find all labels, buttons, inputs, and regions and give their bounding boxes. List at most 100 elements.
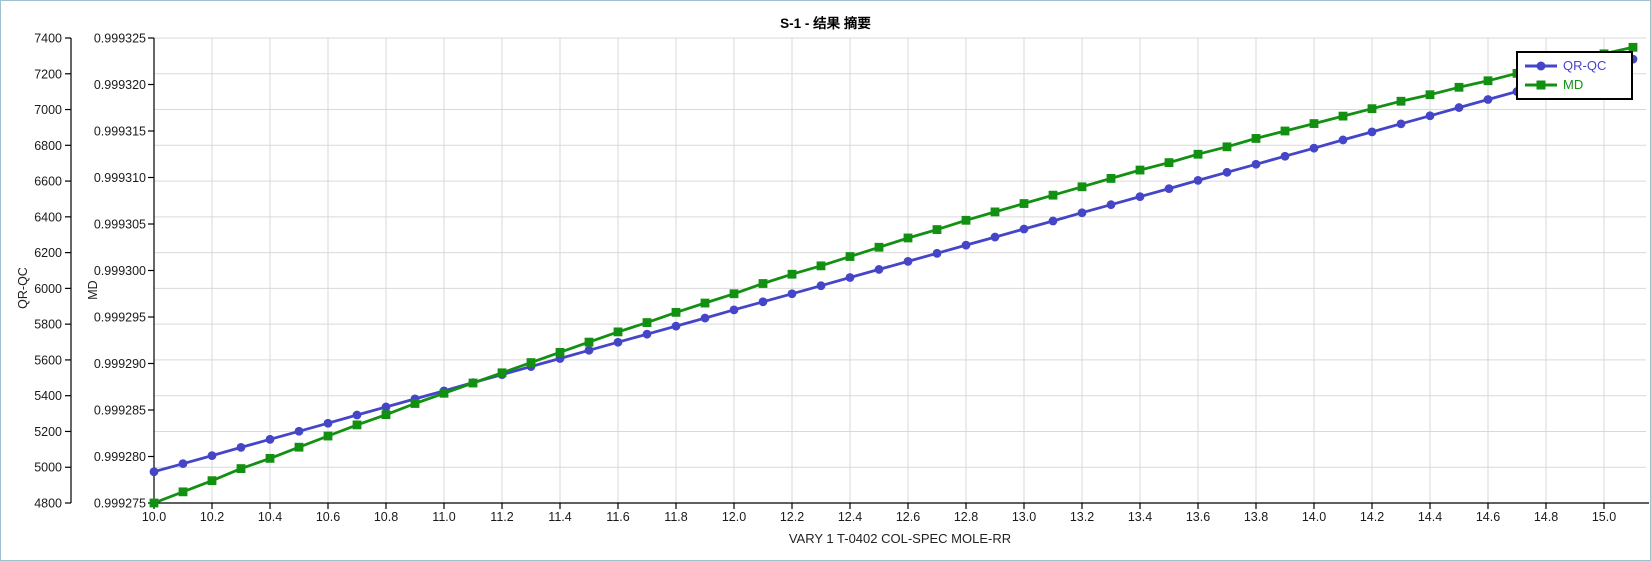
x-tick-label: 10.2 [200,510,224,524]
x-tick-label: 14.4 [1418,510,1442,524]
data-point-marker [729,289,739,299]
series-line [153,45,1634,505]
x-tick-label: 11.6 [606,510,629,524]
data-point-marker [932,225,942,234]
x-tick-label: 12.2 [780,510,804,524]
y-outer-tick-label: 5400 [34,389,62,403]
data-point-marker [1135,192,1145,202]
legend-swatch-circle-icon [1525,61,1557,70]
x-tick-label: 12.8 [954,510,978,524]
y-inner-tick-label: 0.999290 [94,357,146,371]
data-point-marker [845,252,855,261]
data-point-marker [1628,42,1638,52]
y-inner-tick-label: 0.999275 [94,497,146,511]
data-point-marker [1367,127,1377,137]
y-outer-tick-label: 5000 [34,461,62,475]
data-point-marker [178,487,188,497]
data-point-marker [642,329,652,339]
data-point-marker [1077,208,1087,218]
data-point-marker [787,269,797,279]
y-axis-label-outer: QR-QC [16,267,30,309]
data-point-marker [1019,199,1029,208]
y-inner-tick-label: 0.999280 [94,450,146,464]
x-tick-label: 12.6 [896,510,920,524]
data-point-marker [816,261,826,271]
data-point-marker [1280,126,1290,136]
data-point-marker [1135,165,1145,175]
y-outer-tick-label: 7400 [34,32,62,46]
series-line [153,57,1634,474]
y-outer-tick-label: 5200 [34,425,62,439]
x-tick-label: 11.2 [490,510,513,524]
y-outer-tick-label: 6000 [34,282,62,296]
y-inner-tick-label: 0.999320 [94,78,146,92]
y-inner-tick-label: 0.999315 [94,125,146,139]
data-point-marker [149,467,159,477]
y-outer-tick-label: 5800 [34,318,62,332]
y-axis-label-inner: MD [86,280,100,300]
x-tick-label: 14.8 [1534,510,1558,524]
y-inner-tick-label: 0.999295 [94,311,146,325]
data-point-marker [1454,103,1464,112]
data-point-marker [1164,184,1174,193]
y-outer-tick-label: 6800 [34,139,62,153]
y-inner-tick-label: 0.999305 [94,218,146,232]
x-tick-label: 10.4 [258,510,282,524]
data-point-marker [961,240,971,250]
x-tick-label: 13.8 [1244,510,1268,524]
data-point-marker [439,388,449,398]
data-point-marker [1222,167,1232,177]
data-point-marker [1483,76,1493,86]
data-point-marker [1106,174,1116,183]
data-point-marker [700,298,710,308]
legend-item-md[interactable]: MD [1518,75,1631,94]
legend-item-qr-qc[interactable]: QR-QC [1518,56,1631,75]
x-tick-label: 13.2 [1070,510,1094,524]
y-inner-tick-label: 0.999300 [94,264,146,278]
x-tick-label: 10.6 [316,510,340,524]
data-point-marker [1222,142,1232,152]
y-inner-tick-label: 0.999325 [94,32,146,46]
data-point-marker [207,476,217,486]
y-outer-tick-label: 4800 [34,497,62,511]
data-point-marker [584,337,594,347]
data-point-marker [468,378,478,388]
data-point-marker [1338,135,1348,145]
data-point-marker [1164,158,1174,168]
x-tick-label: 12.0 [722,510,746,524]
data-point-marker [961,215,971,225]
data-point-marker [497,368,507,378]
data-point-marker [1193,175,1203,185]
data-point-marker [584,345,594,355]
x-tick-label: 13.6 [1186,510,1210,524]
axes [70,38,1649,504]
data-point-marker [323,431,333,441]
data-point-marker [874,265,884,274]
x-tick-label: 14.6 [1476,510,1500,524]
data-point-marker [526,358,536,367]
data-point-marker [555,347,565,357]
x-tick-label: 13.0 [1012,510,1036,524]
data-point-marker [207,451,217,461]
data-point-marker [758,279,768,288]
data-point-marker [236,464,246,473]
data-point-marker [1454,82,1464,92]
legend[interactable]: QR-QC MD [1516,51,1633,100]
data-point-marker [1193,149,1203,159]
data-point-marker [729,305,739,315]
data-point-marker [613,327,623,337]
data-point-marker [903,233,913,243]
x-tick-label: 13.4 [1128,510,1152,524]
x-tick-label: 10.0 [142,510,166,524]
data-point-marker [236,442,246,452]
x-tick-label: 12.4 [838,510,862,524]
gridlines [154,37,1646,503]
data-point-marker [1396,96,1406,106]
data-point-marker [758,297,768,307]
x-tick-label: 14.2 [1360,510,1384,524]
data-point-marker [1309,119,1319,128]
data-point-marker [352,410,362,420]
tick-labels: 4800 5000 5200 5400 5600 5800 6000 6200 6400 6600… [34,32,1616,525]
data-point-marker [990,232,1000,242]
